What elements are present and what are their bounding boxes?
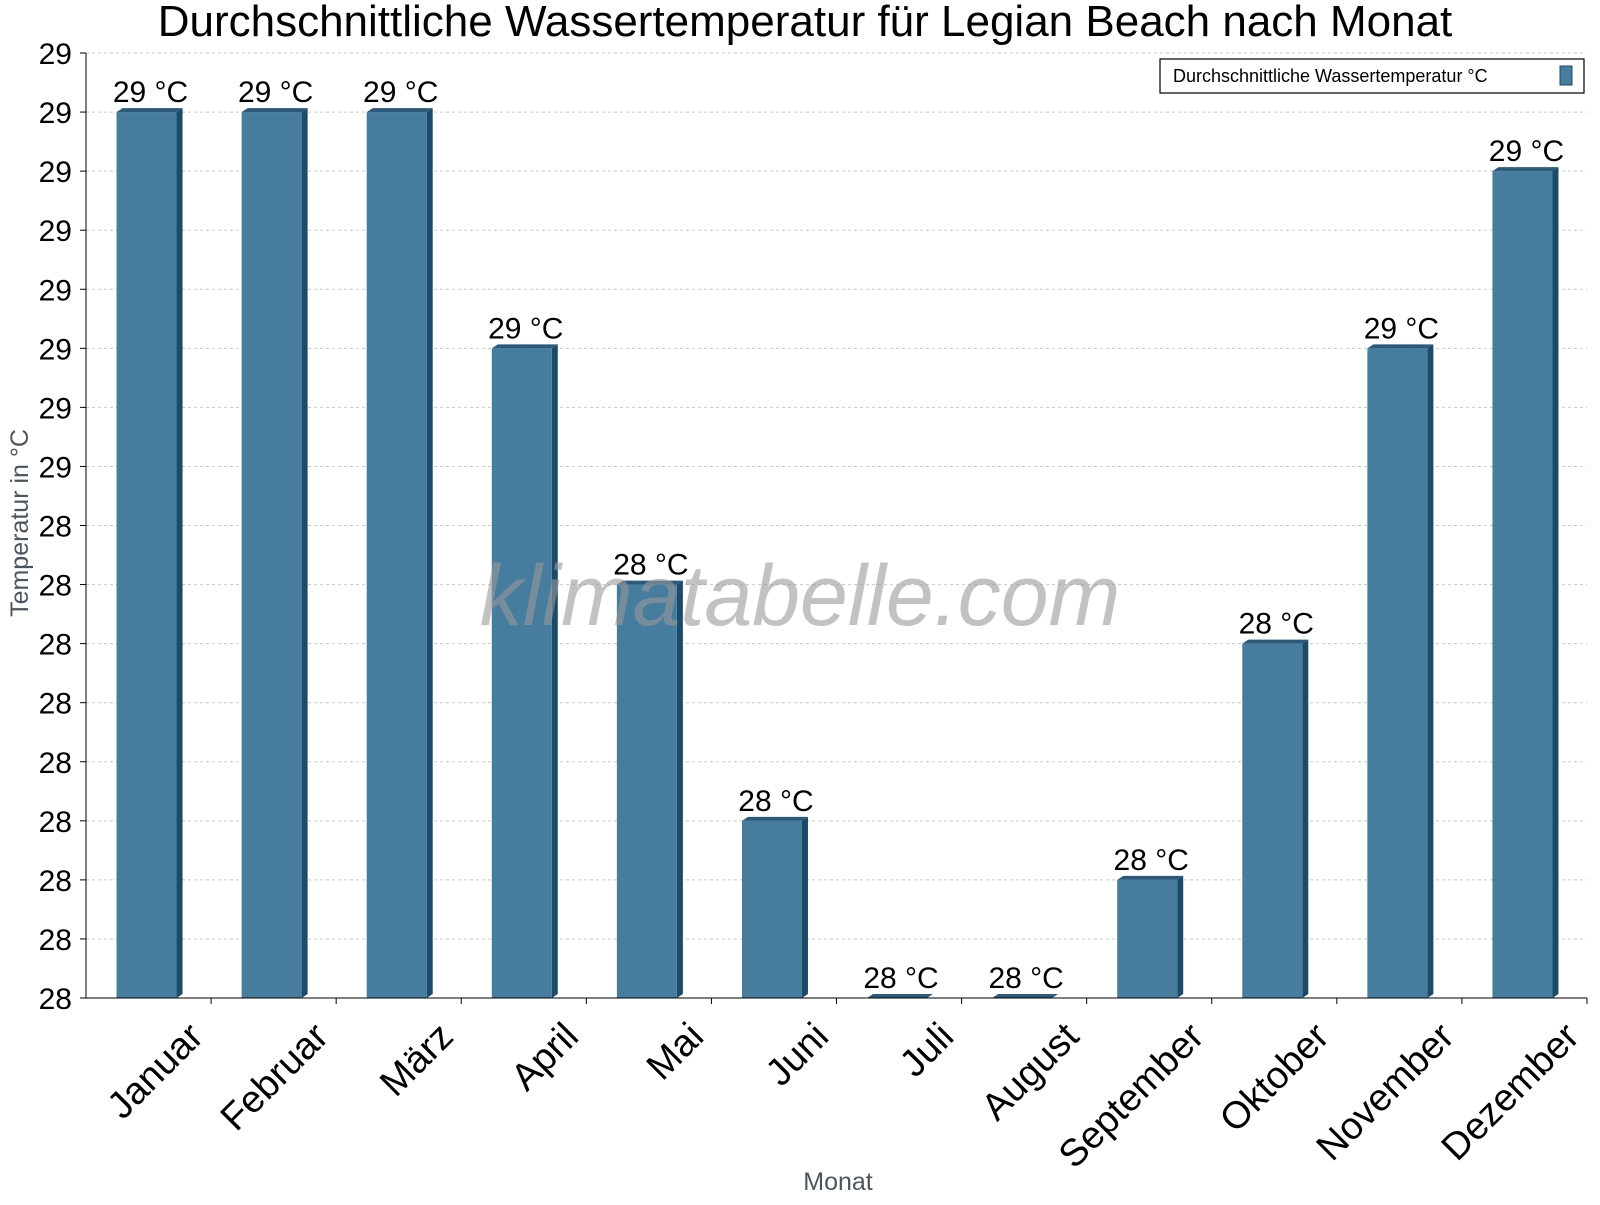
bars	[116, 108, 1559, 998]
bar-value-label: 28 °C	[738, 785, 813, 818]
bar	[366, 112, 427, 998]
y-tick-label: 29	[39, 333, 72, 366]
bar-august	[992, 994, 1059, 998]
y-tick-label: 28	[39, 511, 72, 544]
bar-value-label: 29 °C	[238, 76, 313, 109]
bar-value-label: 29 °C	[363, 76, 438, 109]
bar	[491, 348, 552, 998]
bar-top	[1492, 167, 1559, 172]
y-tick-label: 28	[39, 983, 72, 1016]
x-tick-label: April	[503, 1015, 586, 1098]
y-tick-label: 29	[39, 38, 72, 71]
bar-value-label: 28 °C	[1114, 844, 1189, 877]
y-tick-label: 28	[39, 747, 72, 780]
legend-box	[1159, 58, 1585, 94]
bar-value-label: 29 °C	[1489, 135, 1564, 168]
bar-side	[301, 108, 308, 998]
bar-side	[426, 108, 433, 998]
bar-top	[1242, 639, 1309, 644]
bar-top	[992, 994, 1059, 998]
x-tick-label: Juni	[758, 1015, 837, 1094]
x-tick-label: Juli	[892, 1015, 962, 1085]
bar-value-label: 29 °C	[1364, 312, 1439, 345]
bar-top	[1367, 344, 1434, 349]
y-tick-label: 28	[39, 924, 72, 957]
value-labels: 29 °C 29 °C 29 °C 29 °C 28 °C 28 °C 28 °C 28 °C…	[113, 76, 1564, 995]
bar-top	[366, 108, 433, 113]
bar-top	[1117, 875, 1184, 880]
x-tick-label: März	[372, 1015, 461, 1104]
bar	[116, 112, 177, 998]
bar-september	[1117, 875, 1184, 998]
gridlines	[86, 52, 1587, 940]
legend-swatch	[1559, 65, 1573, 86]
bar	[1117, 879, 1178, 998]
bar-november	[1367, 344, 1434, 998]
bar-märz	[366, 108, 433, 998]
x-tick-label: Mai	[639, 1015, 712, 1088]
y-tick-label: 29	[39, 274, 72, 307]
bar-side	[676, 580, 683, 998]
bar-value-label: 29 °C	[488, 312, 563, 345]
bar-value-label: 28 °C	[988, 962, 1063, 995]
bar-top	[491, 344, 558, 349]
y-tick-label: 29	[39, 97, 72, 130]
y-tick-label: 28	[39, 629, 72, 662]
bar-value-label: 28 °C	[863, 962, 938, 995]
x-tick-label: August	[974, 1015, 1088, 1129]
chart-title: Durchschnittliche Wassertemperatur für L…	[158, 0, 1453, 46]
bar	[241, 112, 302, 998]
bar-value-label: 28 °C	[1239, 608, 1314, 641]
x-tick-label: Januar	[100, 1015, 212, 1127]
bar-value-label: 28 °C	[613, 549, 688, 582]
bar	[1492, 171, 1553, 998]
y-tick-label: 29	[39, 451, 72, 484]
bar-top	[241, 108, 308, 113]
bar-side	[801, 816, 808, 998]
watermark: klimatabelle.com	[480, 548, 1120, 644]
bar-side	[551, 344, 558, 998]
x-tick-label: Dezember	[1434, 1015, 1588, 1169]
bar	[1242, 643, 1303, 998]
y-tick-label: 28	[39, 688, 72, 721]
bar-side	[176, 108, 183, 998]
bar-februar	[241, 108, 308, 998]
y-tick-label: 28	[39, 570, 72, 603]
bar-mai	[616, 580, 683, 998]
bar-value-label: 29 °C	[113, 76, 188, 109]
x-tick-label: Februar	[213, 1015, 337, 1139]
y-tick-label: 28	[39, 865, 72, 898]
y-axis-title: Temperatur in °C	[6, 429, 34, 617]
bar-oktober	[1242, 639, 1309, 998]
bar-januar	[116, 108, 183, 998]
bar-top	[616, 580, 683, 585]
bar-side	[1302, 639, 1309, 998]
y-tick-label: 28	[39, 806, 72, 839]
bar-top	[867, 994, 934, 998]
legend-label: Durchschnittliche Wassertemperatur °C	[1173, 66, 1488, 86]
bar-juli	[867, 994, 934, 998]
bar-side	[1177, 875, 1184, 998]
bar-april	[491, 344, 558, 998]
bar	[741, 820, 802, 998]
bar	[1367, 348, 1428, 998]
y-tick-label: 29	[39, 392, 72, 425]
x-tick-label: Oktober	[1212, 1015, 1338, 1141]
bar-side	[1427, 344, 1434, 998]
y-tick-label: 29	[39, 215, 72, 248]
bar-dezember	[1492, 167, 1559, 998]
bar-juni	[741, 816, 808, 998]
legend: Durchschnittliche Wassertemperatur °C	[1159, 58, 1585, 94]
y-tick-label: 29	[39, 156, 72, 189]
bar	[616, 584, 677, 998]
bar-top	[741, 816, 808, 821]
bar-top	[116, 108, 183, 113]
x-axis-title: Monat	[803, 1168, 873, 1196]
bar-side	[1552, 167, 1559, 998]
